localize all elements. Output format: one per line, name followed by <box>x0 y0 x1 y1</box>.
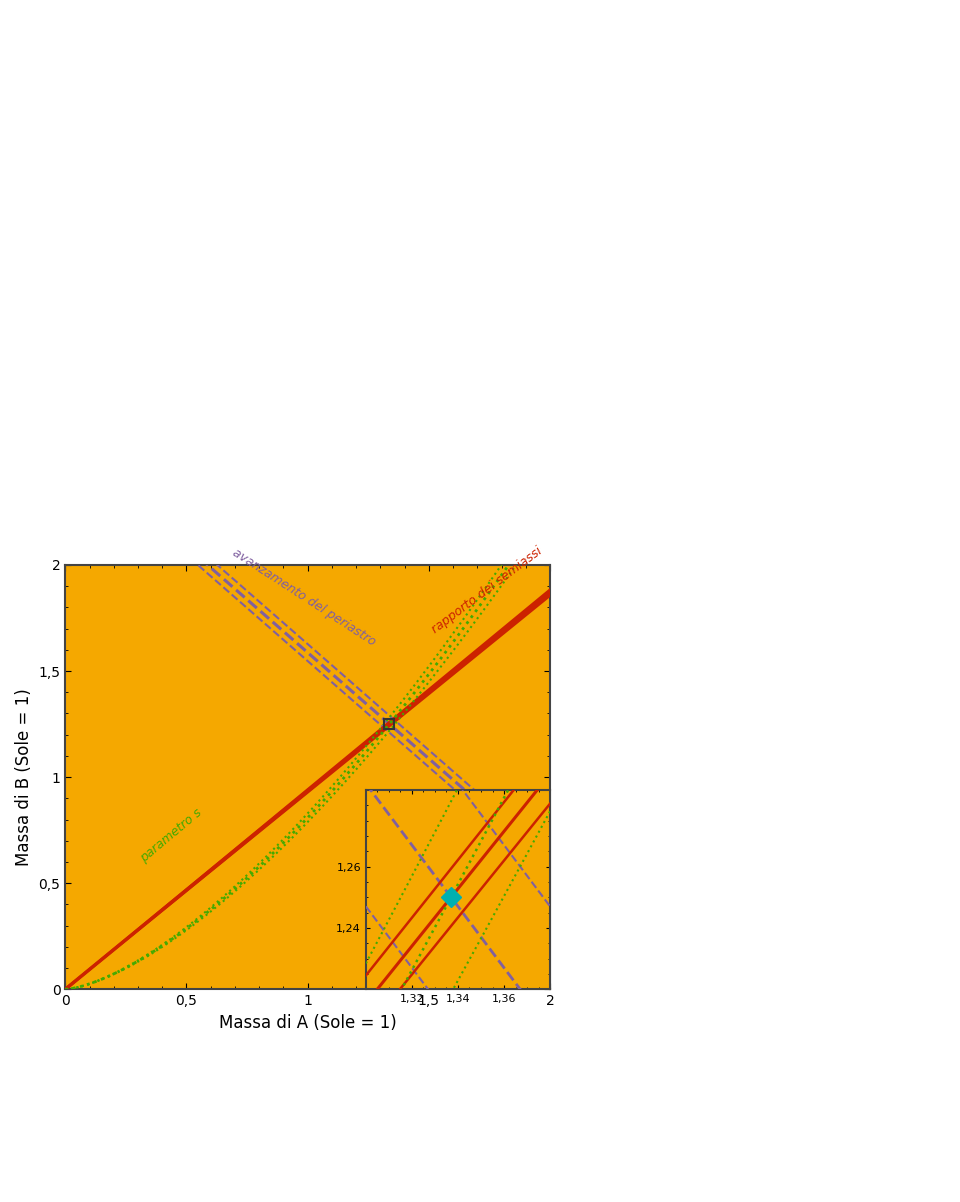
Text: avanzamento del periastro: avanzamento del periastro <box>230 546 378 649</box>
X-axis label: Massa di A (Sole = 1): Massa di A (Sole = 1) <box>219 1013 396 1031</box>
Text: parametro s: parametro s <box>138 807 204 865</box>
Text: rapporto dei semiassi: rapporto dei semiassi <box>429 545 544 636</box>
Y-axis label: Massa di B (Sole = 1): Massa di B (Sole = 1) <box>14 689 33 865</box>
